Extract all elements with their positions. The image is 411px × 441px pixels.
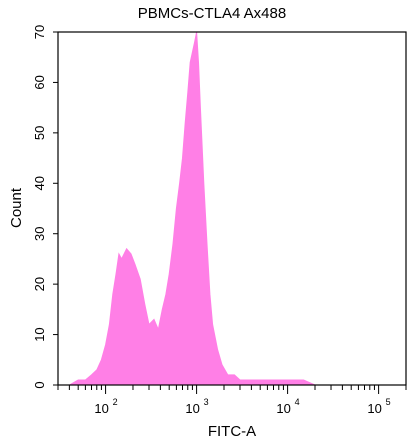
y-tick-label: 20 xyxy=(32,277,47,291)
y-tick-label: 0 xyxy=(32,381,47,388)
x-tick-exponent: 2 xyxy=(113,397,118,407)
y-axis-label: Count xyxy=(8,187,25,228)
y-tick-label: 70 xyxy=(32,25,47,39)
histogram-area xyxy=(58,31,406,386)
x-tick-label: 10 xyxy=(94,401,108,416)
x-tick-label: 10 xyxy=(276,401,290,416)
y-tick-label: 40 xyxy=(32,176,47,190)
x-tick-label: 10 xyxy=(185,401,199,416)
x-axis-label: FITC-A xyxy=(208,423,256,440)
x-tick-label: 10 xyxy=(367,401,381,416)
x-tick-exponent: 4 xyxy=(295,397,300,407)
y-tick-label: 10 xyxy=(32,327,47,341)
y-tick-label: 50 xyxy=(32,126,47,140)
y-tick-label: 30 xyxy=(32,226,47,240)
x-tick-exponent: 3 xyxy=(204,397,209,407)
chart-title: PBMCs-CTLA4 Ax488 xyxy=(138,5,286,22)
plot-frame xyxy=(57,31,407,386)
y-tick-label: 60 xyxy=(32,75,47,89)
x-tick-exponent: 5 xyxy=(386,397,391,407)
